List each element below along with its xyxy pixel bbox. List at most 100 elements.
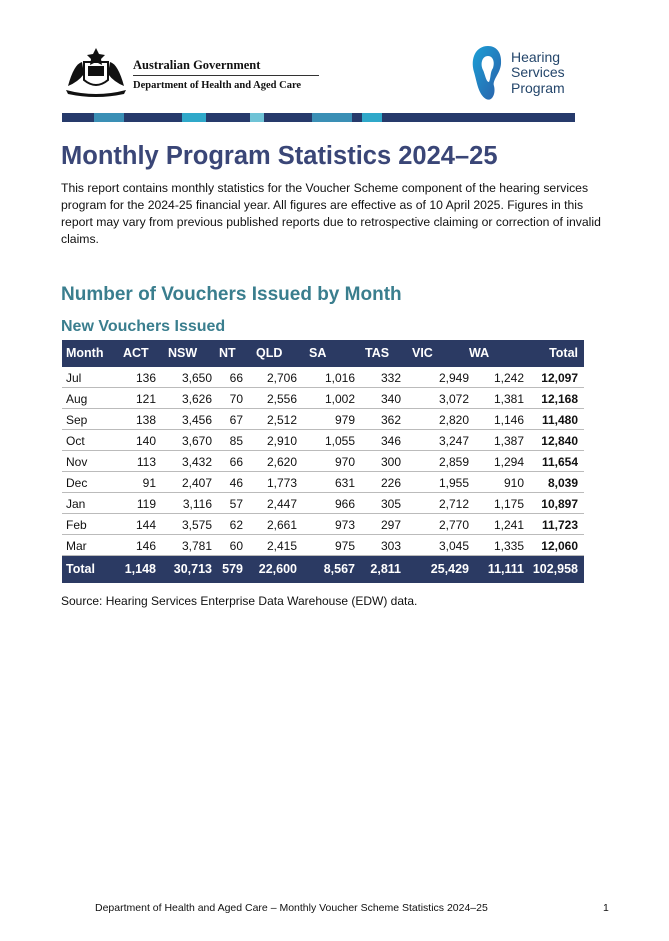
table-cell: Dec xyxy=(66,476,88,490)
table-cell: 146 xyxy=(135,539,156,553)
table-cell: 11,723 xyxy=(541,518,578,532)
column-header: SA xyxy=(309,346,327,360)
table-cell: 2,661 xyxy=(266,518,297,532)
table-cell: 1,055 xyxy=(324,434,355,448)
logo-line: Hearing xyxy=(511,49,561,65)
total-row xyxy=(62,556,584,583)
hsp-icon xyxy=(472,46,502,100)
table-cell: Sep xyxy=(66,413,88,427)
crest xyxy=(66,48,126,97)
logo-line: Services xyxy=(511,64,565,80)
table-cell: 113 xyxy=(136,455,156,469)
table-cell: 979 xyxy=(334,413,355,427)
row-rule xyxy=(62,429,584,430)
source: Source: Hearing Services Enterprise Data… xyxy=(61,594,418,608)
logo-line: Program xyxy=(511,80,565,96)
column-header: Total xyxy=(549,346,578,360)
total-cell: 2,811 xyxy=(370,562,401,576)
total-cell: 579 xyxy=(222,562,243,576)
total-cell: 11,111 xyxy=(487,562,524,576)
table-cell: 8,039 xyxy=(547,476,578,490)
intro: This report contains monthly statistics … xyxy=(61,181,601,246)
row-rule xyxy=(62,408,584,409)
table-cell: 3,650 xyxy=(181,371,212,385)
column-header: NT xyxy=(219,346,236,360)
divider xyxy=(133,75,319,76)
table-cell: 303 xyxy=(380,539,401,553)
table-cell: Jul xyxy=(66,371,82,385)
table-cell: 3,575 xyxy=(181,518,212,532)
table-cell: 2,407 xyxy=(181,476,212,490)
table-cell: 46 xyxy=(229,476,243,490)
gov-name: Australian Government xyxy=(133,58,261,72)
footer-text: Department of Health and Aged Care – Mon… xyxy=(95,902,488,914)
row-rule xyxy=(62,513,584,514)
total-cell: 102,958 xyxy=(532,562,578,576)
table-cell: 2,556 xyxy=(266,392,297,406)
table-cell: 10,897 xyxy=(541,497,578,511)
subheading: New Vouchers Issued xyxy=(61,318,226,335)
table-cell: 12,168 xyxy=(541,392,578,406)
table-cell: 121 xyxy=(135,392,156,406)
table-cell: 70 xyxy=(229,392,243,406)
column-header: WA xyxy=(469,346,490,360)
table-cell: 62 xyxy=(229,518,243,532)
table-cell: 2,949 xyxy=(438,371,469,385)
table-cell: 2,447 xyxy=(266,497,297,511)
table-cell: 12,840 xyxy=(541,434,578,448)
table-cell: 3,781 xyxy=(181,539,212,553)
table-cell: 1,955 xyxy=(438,476,469,490)
column-header: TAS xyxy=(365,346,390,360)
total-cell: Total xyxy=(66,562,95,576)
table-cell: 300 xyxy=(380,455,401,469)
table-cell: 1,294 xyxy=(493,455,524,469)
table-cell: 91 xyxy=(142,476,156,490)
table-cell: Nov xyxy=(66,455,88,469)
row-rule xyxy=(62,555,584,556)
table-cell: Mar xyxy=(66,539,87,553)
row-rule xyxy=(62,534,584,535)
table-cell: 140 xyxy=(135,434,156,448)
table-cell: 3,626 xyxy=(181,392,212,406)
table-cell: Feb xyxy=(66,518,87,532)
table-cell: 12,060 xyxy=(541,539,578,553)
page-number: 1 xyxy=(603,902,609,914)
table-cell: 1,242 xyxy=(493,371,524,385)
table-cell: Aug xyxy=(66,392,88,406)
table-cell: 1,175 xyxy=(493,497,524,511)
table-cell: 2,620 xyxy=(266,455,297,469)
table-cell: 346 xyxy=(380,434,401,448)
table-cell: 1,002 xyxy=(324,392,355,406)
table-cell: 966 xyxy=(334,497,355,511)
table-cell: 1,146 xyxy=(493,413,524,427)
table-cell: 136 xyxy=(135,371,156,385)
table-cell: 1,381 xyxy=(493,392,524,406)
table-cell: 332 xyxy=(380,371,401,385)
table-cell: 57 xyxy=(229,497,243,511)
table-cell: 3,670 xyxy=(181,434,212,448)
total-cell: 1,148 xyxy=(124,562,156,576)
table-cell: 66 xyxy=(229,371,243,385)
table-cell: 12,097 xyxy=(541,371,578,385)
total-cell: 22,600 xyxy=(258,562,297,576)
table-cell: 11,480 xyxy=(541,413,578,427)
table-cell: 1,773 xyxy=(266,476,297,490)
table-cell: 1,016 xyxy=(324,371,355,385)
total-cell: 30,713 xyxy=(173,562,212,576)
table-cell: 3,116 xyxy=(182,497,212,511)
table-cell: 2,859 xyxy=(438,455,469,469)
table-cell: 1,335 xyxy=(493,539,524,553)
color-bar xyxy=(62,113,575,122)
table-cell: 970 xyxy=(334,455,355,469)
table-cell: 362 xyxy=(380,413,401,427)
table-cell: 2,820 xyxy=(438,413,469,427)
table-cell: 119 xyxy=(136,497,156,511)
table-cell: 1,387 xyxy=(493,434,524,448)
table-cell: 60 xyxy=(229,539,243,553)
table-cell: 85 xyxy=(229,434,243,448)
column-header: ACT xyxy=(123,346,149,360)
table-cell: 226 xyxy=(380,476,401,490)
total-cell: 8,567 xyxy=(323,562,355,576)
table-cell: 2,770 xyxy=(438,518,469,532)
table-cell: 340 xyxy=(380,392,401,406)
